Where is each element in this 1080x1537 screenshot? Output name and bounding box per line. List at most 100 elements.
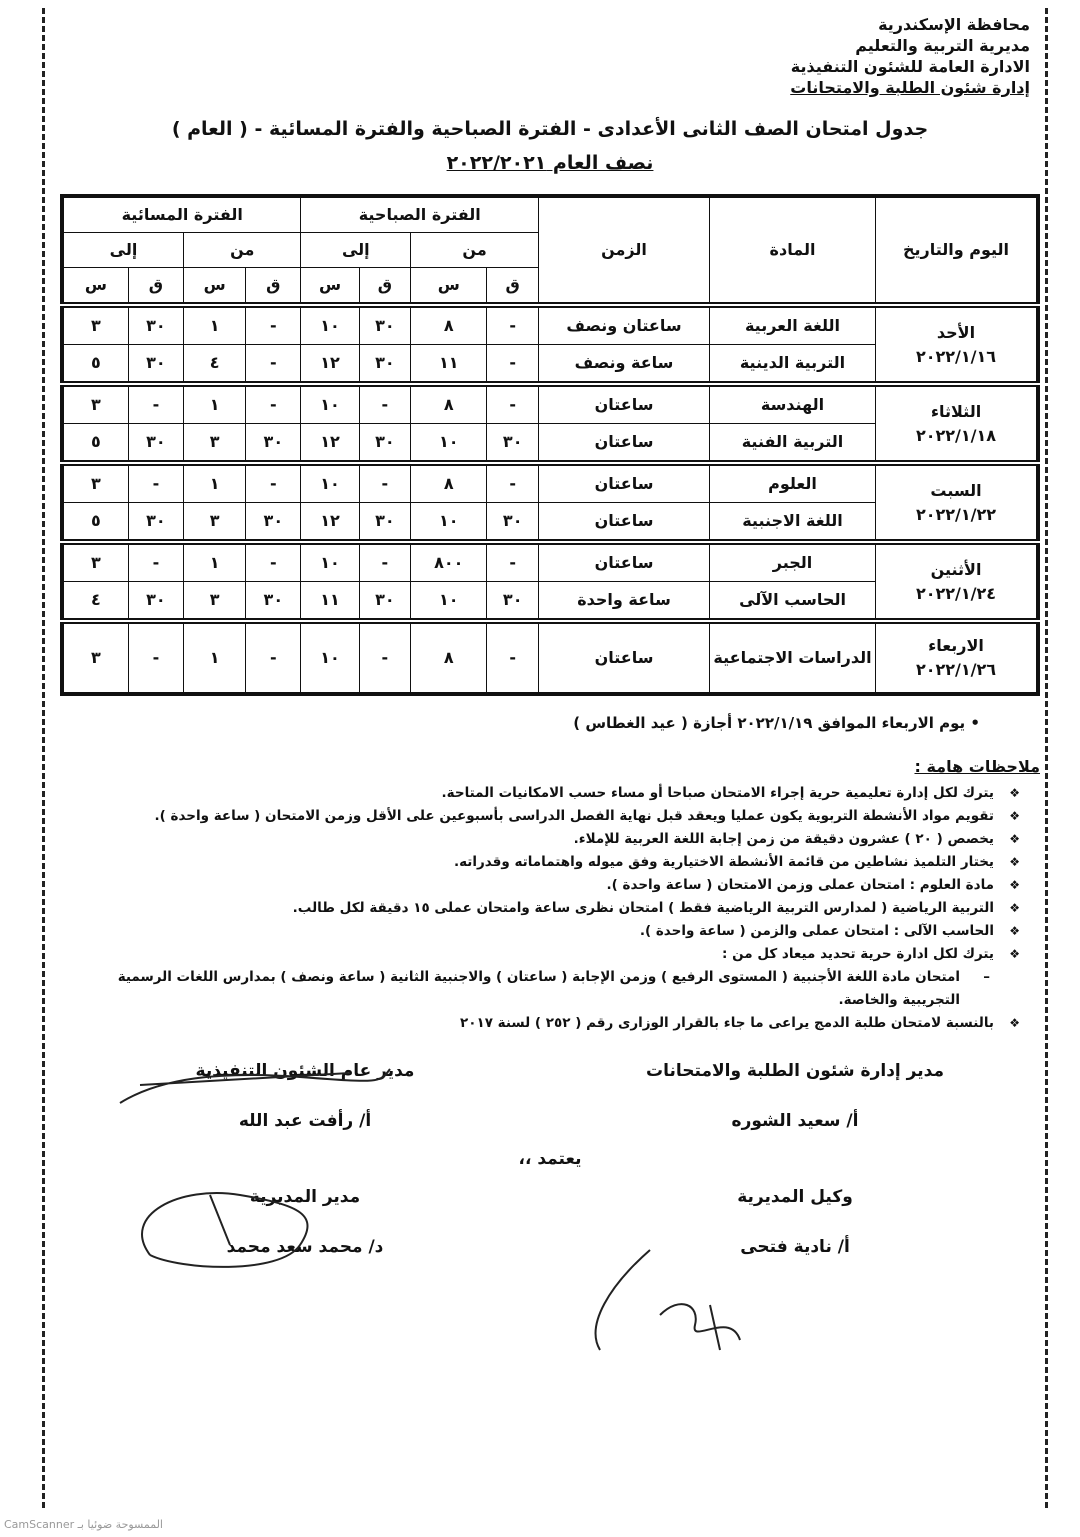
header-minute: ق <box>127 267 185 306</box>
deputy-block: وكيل المديرية أ/ نادية فتحى <box>550 1185 1040 1351</box>
header-line: الادارة العامة للشئون التنفيذية <box>790 57 1030 76</box>
time-cell: - <box>127 539 185 582</box>
time-cell: - <box>486 302 539 345</box>
time-cell: - <box>486 618 539 695</box>
director-block: مدير المديرية د/ محمد سعد محمد <box>60 1185 550 1268</box>
director-title: مدير المديرية <box>249 1187 361 1207</box>
time-cell: ٣ <box>61 539 129 582</box>
executive-manager-name: أ/ رأفت عبد الله <box>238 1111 372 1131</box>
time-cell: ٣ <box>183 423 247 464</box>
document-subtitle: نصف العام ٢٠٢٢/٢٠٢١ <box>60 150 1040 176</box>
time-cell: ٣٠ <box>486 581 539 622</box>
note-item: تقويم مواد الأنشطة التربوية يكون عمليا و… <box>60 805 1020 828</box>
time-cell: - <box>245 460 302 503</box>
time-cell: ١٠ <box>410 581 488 622</box>
time-cell: - <box>127 618 185 695</box>
time-cell: ٣ <box>61 618 129 695</box>
time-cell: ٣ <box>61 381 129 424</box>
time-cell: ١٠ <box>300 618 360 695</box>
day-date-cell: السبت ٢٠٢٢/١/٢٢ <box>875 460 1039 543</box>
subject-cell: العلوم <box>709 460 876 503</box>
day-date-cell: الأحد ٢٠٢٢/١/١٦ <box>875 302 1039 385</box>
note-item: الحاسب الآلى : امتحان عملى والزمن ( ساعة… <box>60 920 1020 943</box>
time-cell: ١٢ <box>300 344 360 385</box>
approval-label: يعتمد ،، <box>518 1149 582 1169</box>
duration-cell: ساعتان <box>538 539 710 582</box>
exam-date: ٢٠٢٢/١/٢٢ <box>915 504 997 524</box>
time-cell: - <box>127 381 185 424</box>
exam-schedule-table: اليوم والتاريخ المادة الزمن الفترة الصبا… <box>60 194 1040 696</box>
header-morning: الفترة الصباحية <box>300 195 539 233</box>
subject-cell: التربية الدينية <box>709 344 876 385</box>
header-line: محافظة الإسكندرية <box>878 15 1030 34</box>
time-cell: ٣٠ <box>358 302 412 345</box>
time-cell: ٨ <box>410 302 488 345</box>
time-cell: ١١ <box>300 581 360 622</box>
note-item: بالنسبة لامتحان طلبة الدمج يراعى ما جاء … <box>60 1012 1020 1035</box>
duration-cell: ساعة ونصف <box>538 344 710 385</box>
subject-cell: الدراسات الاجتماعية <box>709 618 876 695</box>
time-cell: ٣٠ <box>486 423 539 464</box>
time-cell: ٨ <box>410 460 488 503</box>
time-cell: ١٠ <box>300 460 360 503</box>
header-evening: الفترة المسائية <box>61 195 302 233</box>
time-cell: ٣٠ <box>358 344 412 385</box>
exam-date: ٢٠٢٢/١/٢٤ <box>915 583 997 603</box>
subject-cell: الجبر <box>709 539 876 582</box>
subject-cell: الهندسة <box>709 381 876 424</box>
document-page <box>42 8 1048 1508</box>
time-cell: - <box>486 344 539 385</box>
note-item: التربية الرياضية ( لمدارس التربية الرياض… <box>60 897 1020 920</box>
deputy-title: وكيل المديرية <box>737 1187 853 1207</box>
time-cell: ٣٠ <box>358 502 412 543</box>
document-body: محافظة الإسكندرية مديرية التربية والتعلي… <box>60 14 1040 1351</box>
table-row: الاربعاء ٢٠٢٢/١/٢٦ الدراسات الاجتماعية ساعت… <box>61 618 1039 695</box>
time-cell: - <box>245 302 302 345</box>
time-cell: ٨ <box>410 618 488 695</box>
table-row: السبت ٢٠٢٢/١/٢٢ العلوم ساعتان -٨-١٠-١-٣ <box>61 460 1039 543</box>
header-hour: س <box>300 267 360 306</box>
time-cell: ٣٠ <box>486 502 539 543</box>
notes-list: يترك لكل إدارة تعليمية حرية إجراء الامتح… <box>60 782 1040 1035</box>
director-name: د/ محمد سعد محمد <box>226 1237 384 1257</box>
header-hour: س <box>183 267 247 306</box>
time-cell: ٥ <box>61 502 129 543</box>
day-name: الأثنين <box>930 559 982 579</box>
notes-heading: ملاحظات هامة : <box>914 757 1040 776</box>
time-cell: ٣ <box>61 302 129 345</box>
table-row: التربية الدينية ساعة ونصف -١١ ٣٠ ١٢-٤ ٣٠ ٥ <box>61 344 1038 385</box>
time-cell: ١٠ <box>300 539 360 582</box>
duration-cell: ساعتان <box>538 618 710 695</box>
executive-manager-title: مدير عام الشئون التنفيذية <box>195 1061 415 1081</box>
time-cell: ١ <box>183 381 247 424</box>
executive-manager-block: مدير عام الشئون التنفيذية أ/ رأفت عبد ال… <box>60 1059 550 1133</box>
time-cell: ١٠ <box>300 381 360 424</box>
time-cell: - <box>245 381 302 424</box>
header-minute: ق <box>486 267 539 306</box>
header-subject: المادة <box>709 195 876 306</box>
table-row: الحاسب الآلى ساعة واحدة ٣٠ ١٠ ٣٠ ١١ ٣٠ ٣ ٣٠ ٤ <box>61 581 1038 622</box>
duration-cell: ساعتان <box>538 423 710 464</box>
holiday-note: • يوم الاربعاء الموافق ٢٠٢٢/١/١٩ أجازة (… <box>573 714 980 732</box>
duration-cell: ساعتان <box>538 502 710 543</box>
day-name: الاربعاء <box>928 636 984 655</box>
time-cell: ١ <box>183 302 247 345</box>
time-cell: ٣ <box>183 581 247 622</box>
duration-cell: ساعتان ونصف <box>538 302 710 345</box>
time-cell: - <box>358 381 412 424</box>
table-row: الأثنين ٢٠٢٢/١/٢٤ الجبر ساعتان -٨٠٠-١٠-١-٣ <box>61 539 1039 622</box>
subtitle-text: نصف العام ٢٠٢٢/٢٠٢١ <box>446 152 654 174</box>
time-cell: ٣٠ <box>358 581 412 622</box>
subject-cell: اللغة العربية <box>709 302 876 345</box>
header-duration: الزمن <box>538 195 710 306</box>
table-row: التربية الفنية ساعتان ٣٠ ١٠ ٣٠ ١٢ ٣٠ ٣ ٣٠ ٥ <box>61 423 1038 464</box>
day-name: السبت <box>930 480 982 500</box>
time-cell: ٣٠ <box>245 581 302 622</box>
students-manager-name: أ/ سعيد الشوره <box>731 1111 859 1131</box>
header-to: إلى <box>300 232 412 268</box>
time-cell: ٣٠ <box>127 302 185 345</box>
time-cell: ٤ <box>61 581 129 622</box>
table-row: الثلاثاء ٢٠٢٢/١/١٨ الهندسة ساعتان -٨-١٠-١-٣ <box>61 381 1039 464</box>
header-minute: ق <box>245 267 302 306</box>
